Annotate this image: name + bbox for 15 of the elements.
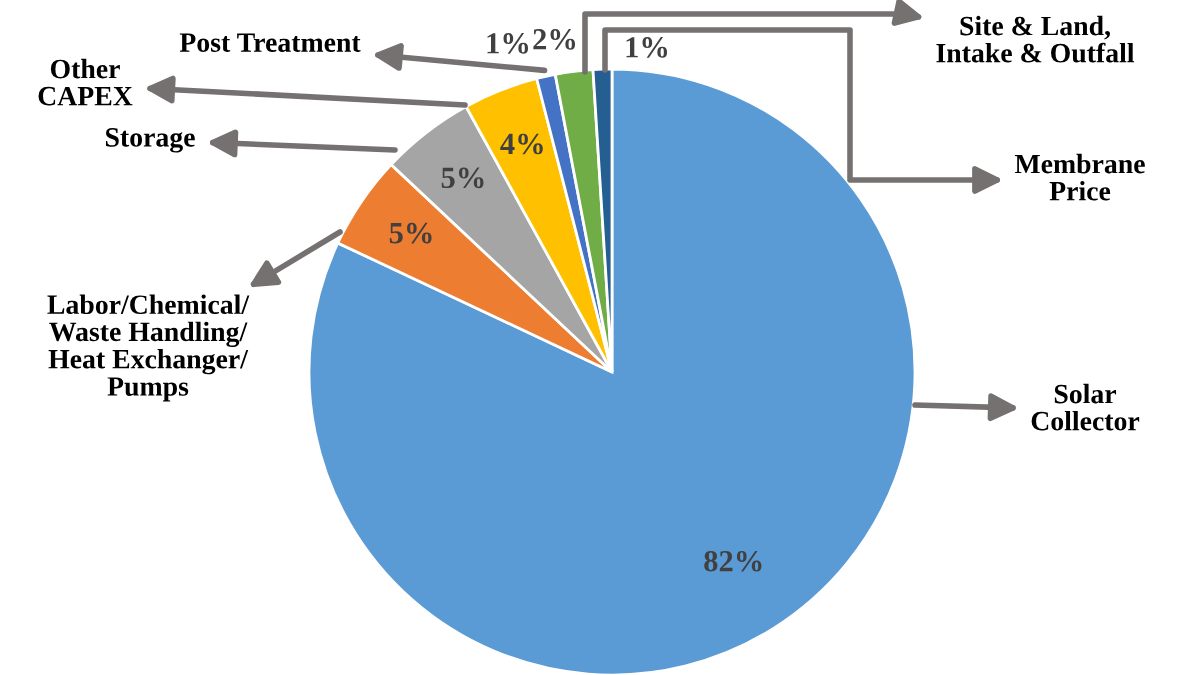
slice-label: Site & Land, Intake & Outfall [936,15,1135,63]
slice-label: Solar Collector [1031,383,1140,431]
data-label: 2% [533,29,576,50]
slice-label: Membrane Price [1014,153,1145,201]
data-label: 1% [487,33,529,54]
slice-label: Storage [105,128,195,153]
data-label: 82% [704,550,762,572]
slice-label: Other CAPEX [38,58,133,106]
slice-label: Labor/Chemical/ Waste Handling/ Heat Exchanger/ Pumps [47,294,250,402]
pie-slice [307,67,917,675]
data-label: 5% [389,222,432,244]
data-label: 5% [441,167,484,189]
data-label: 1% [626,37,668,58]
data-label: 4% [500,133,543,155]
slice-label: Post Treatment [179,33,361,52]
